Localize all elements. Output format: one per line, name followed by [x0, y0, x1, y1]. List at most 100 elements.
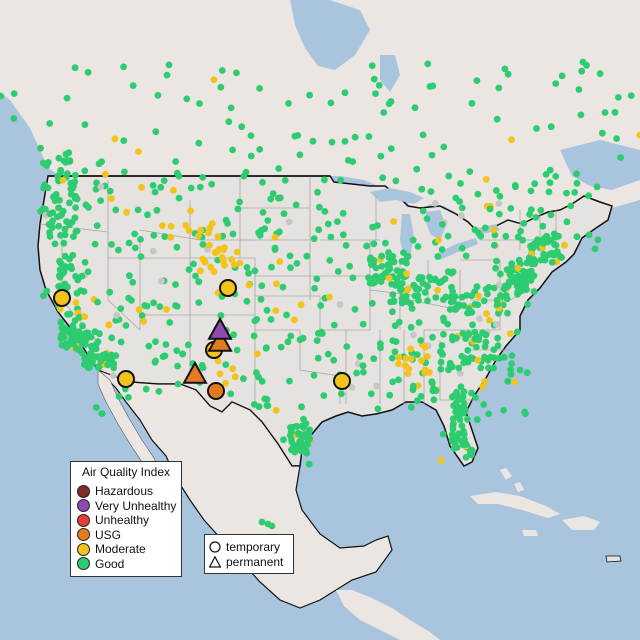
monitor-dot — [157, 183, 165, 191]
lake-superior — [370, 188, 424, 204]
monitor-dot — [269, 190, 277, 198]
monitor-dot — [527, 187, 535, 195]
monitor-dot — [291, 316, 298, 324]
monitor-dot — [418, 357, 425, 364]
monitor-dot — [485, 410, 493, 418]
monitor-dot — [71, 64, 79, 72]
monitor-dot — [110, 364, 118, 372]
monitor-dot — [82, 201, 90, 209]
monitor-dot — [82, 356, 90, 364]
monitor-dot — [339, 209, 347, 217]
monitor-dot — [460, 431, 468, 438]
monitor-dot — [210, 76, 218, 84]
monitor-dot — [475, 230, 483, 237]
monitor-dot — [330, 356, 338, 364]
monitor-dot — [279, 283, 287, 291]
monitor-dot — [236, 198, 244, 206]
monitor-dot — [229, 230, 237, 238]
monitor-dot — [439, 430, 447, 438]
monitor-dot — [373, 382, 380, 390]
monitor-dot — [423, 353, 431, 360]
monitor-dot — [491, 231, 499, 239]
monitor-dot — [173, 303, 181, 310]
monitor-dot — [351, 133, 359, 141]
monitor-dot — [71, 214, 79, 222]
monitor-dot — [428, 378, 436, 386]
monitor-dot — [285, 218, 293, 226]
monitor-dot — [501, 65, 509, 73]
monitor-dot — [458, 244, 466, 252]
monitor-dot — [506, 265, 514, 273]
monitor-dot — [419, 207, 427, 215]
monitor-dot — [481, 224, 489, 232]
monitor-dot — [387, 298, 394, 306]
monitor-dot — [370, 355, 378, 363]
monitor-dot — [360, 368, 367, 376]
monitor-dot — [311, 284, 318, 292]
monitor-dot — [515, 256, 523, 264]
monitor-dot — [84, 68, 92, 76]
monitor-dot — [206, 241, 213, 249]
legend-swatch — [77, 513, 90, 527]
monitor-dot — [480, 401, 488, 408]
monitor-dot — [258, 518, 266, 526]
monitor-dot — [431, 276, 439, 284]
monitor-dot — [473, 416, 481, 424]
monitor-dot — [388, 354, 396, 362]
monitor-dot — [382, 239, 389, 247]
monitor-dot — [259, 178, 266, 186]
monitor-dot — [59, 207, 67, 215]
monitor-dot — [386, 391, 394, 399]
monitor-dot — [435, 236, 442, 244]
monitor-dot — [423, 215, 431, 223]
monitor-points — [0, 58, 640, 530]
monitor-dot — [161, 233, 169, 241]
legend-item-good: Good — [71, 557, 181, 572]
monitor-dot — [370, 75, 378, 83]
monitor-dot — [434, 286, 441, 294]
monitor-dot — [539, 222, 547, 230]
monitor-dot — [403, 253, 411, 261]
monitor-dot — [424, 60, 432, 68]
monitor-dot — [81, 121, 89, 128]
monitor-dot — [129, 278, 137, 286]
monitor-dot — [261, 395, 269, 403]
monitor-dot — [480, 297, 488, 305]
monitor-dot — [224, 220, 232, 227]
monitor-dot — [367, 390, 375, 398]
monitor-dot — [321, 176, 328, 184]
monitor-dot — [370, 240, 378, 248]
monitor-dot — [482, 285, 490, 293]
monitor-dot — [69, 184, 76, 192]
monitor-dot — [79, 322, 86, 330]
monitor-dot — [253, 350, 261, 358]
monitor-dot — [457, 383, 465, 391]
monitor-dot — [182, 222, 190, 229]
monitor-dot — [64, 311, 71, 318]
monitor-dot — [250, 332, 258, 340]
monitor-dot — [367, 254, 374, 262]
monitor-dot — [411, 104, 419, 112]
monitor-dot — [63, 94, 71, 102]
legend-label: Hazardous — [95, 484, 154, 499]
lake-ontario — [478, 224, 500, 234]
shape-legend-label: temporary — [226, 539, 281, 554]
monitor-dot — [253, 369, 260, 376]
monitor-dot — [195, 278, 203, 286]
monitor-dot — [379, 174, 387, 182]
monitor-dot — [573, 170, 580, 178]
monitor-dot — [302, 441, 310, 448]
monitor-dot — [55, 222, 62, 230]
monitor-dot — [493, 320, 500, 328]
monitor-dot — [222, 361, 230, 368]
monitor-dot — [471, 328, 479, 336]
monitor-dot — [43, 287, 51, 295]
monitor-dot — [429, 333, 436, 341]
monitor-dot — [596, 70, 604, 78]
shape-legend-item-permanent: permanent — [205, 554, 293, 569]
monitor-dot — [456, 370, 464, 377]
monitor-dot — [142, 385, 150, 393]
monitor-dot — [109, 372, 117, 379]
monitor-dot — [400, 249, 407, 256]
legend-swatch — [77, 484, 90, 498]
